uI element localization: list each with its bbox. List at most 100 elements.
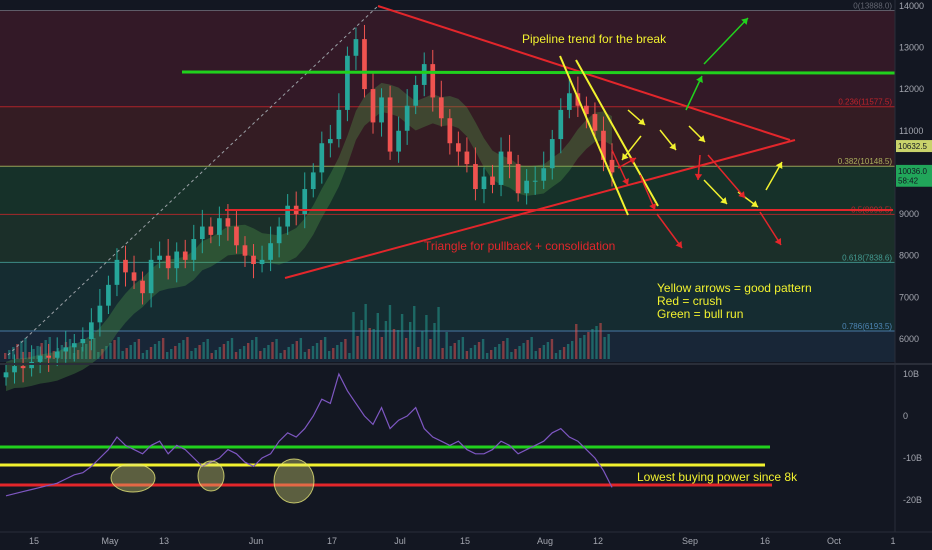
volume-bar bbox=[328, 351, 331, 359]
time-tick-label: 1 bbox=[890, 536, 895, 546]
volume-bar bbox=[526, 340, 529, 359]
volume-bar bbox=[194, 348, 197, 359]
volume-bar bbox=[546, 342, 550, 359]
volume-bar bbox=[206, 339, 209, 359]
obv-tick-label: 0 bbox=[903, 411, 908, 421]
yellow-arrow-head bbox=[751, 200, 758, 207]
volume-bar bbox=[230, 338, 234, 359]
volume-bar bbox=[400, 314, 404, 359]
volume-bar bbox=[583, 335, 586, 359]
candle-body bbox=[131, 272, 137, 281]
volume-bar bbox=[575, 324, 578, 359]
volume-bar bbox=[388, 305, 392, 359]
volume-bar bbox=[198, 345, 201, 359]
obv-highlight-ellipse bbox=[273, 458, 315, 504]
volume-bar bbox=[421, 331, 424, 359]
volume-bar bbox=[93, 338, 96, 359]
fib-level-label: 0.786(6193.5) bbox=[842, 322, 892, 331]
red-arrow bbox=[707, 154, 746, 199]
volume-bar bbox=[502, 341, 505, 359]
time-tick-label: 12 bbox=[593, 536, 603, 546]
price-tick-label: 12000 bbox=[899, 84, 924, 94]
volume-bar bbox=[473, 345, 477, 359]
volume-bar bbox=[101, 349, 104, 359]
volume-bar bbox=[255, 337, 258, 359]
volume-bar bbox=[36, 346, 39, 359]
candle-body bbox=[413, 84, 419, 106]
annotations: Pipeline trend for the break Triangle fo… bbox=[424, 32, 812, 484]
volume-bar bbox=[271, 342, 274, 359]
yellow-arrow-head bbox=[775, 162, 783, 169]
volume-bar bbox=[68, 339, 72, 359]
candle-body bbox=[191, 239, 197, 260]
volume-bar bbox=[481, 339, 485, 359]
green-arrow-head bbox=[696, 76, 703, 83]
candle-body bbox=[165, 255, 171, 269]
candle-body bbox=[268, 243, 273, 260]
volume-bar bbox=[566, 344, 570, 359]
price-badge bbox=[896, 140, 932, 153]
volume-bar bbox=[141, 353, 145, 359]
volume-bar bbox=[12, 347, 15, 359]
volume-bar bbox=[299, 338, 303, 359]
fib-level-label: 0(13888.0) bbox=[853, 1, 892, 10]
volume-bar bbox=[461, 337, 465, 359]
volume-bar bbox=[449, 346, 452, 359]
annotation-triangle: Triangle for pullback + consolidation bbox=[424, 239, 615, 253]
fib-bands bbox=[0, 10, 895, 362]
volume-bar bbox=[554, 353, 558, 359]
volume-bar bbox=[295, 341, 298, 359]
candle-body bbox=[584, 105, 589, 115]
volume-bar bbox=[384, 321, 388, 359]
legend-green: Green = bull run bbox=[657, 307, 743, 321]
candle-body bbox=[20, 366, 26, 369]
price-badge bbox=[896, 164, 932, 177]
red-arrow bbox=[611, 149, 629, 186]
volume-bar bbox=[518, 346, 521, 359]
volume-bar bbox=[562, 347, 566, 359]
green-arrow bbox=[685, 75, 703, 111]
volume-bar bbox=[109, 343, 112, 359]
obv-highlight-ellipse bbox=[197, 460, 225, 492]
volume-bar bbox=[97, 352, 100, 359]
volume-bar bbox=[315, 343, 319, 359]
candle-body bbox=[148, 259, 154, 294]
price-tick-label: 11000 bbox=[899, 126, 923, 136]
candle-body bbox=[208, 226, 214, 235]
red-arrow-head bbox=[629, 157, 636, 165]
yellow-arrow-head bbox=[638, 118, 645, 125]
candle-body bbox=[601, 130, 606, 160]
volume-bar bbox=[348, 353, 351, 359]
ichimoku-cloud bbox=[6, 82, 612, 392]
volume-bar bbox=[174, 346, 177, 359]
volume-bar bbox=[157, 341, 161, 359]
volume-bar bbox=[587, 332, 590, 359]
candle-body bbox=[336, 109, 342, 140]
volume-bar bbox=[591, 329, 594, 359]
candle-body bbox=[421, 64, 427, 85]
resistance-level-line bbox=[181, 70, 896, 75]
volume-bar bbox=[161, 338, 165, 359]
candle-body bbox=[524, 180, 529, 194]
time-tick-label: Aug bbox=[537, 536, 553, 546]
time-tick-label: 17 bbox=[327, 536, 337, 546]
candle-body bbox=[174, 251, 180, 269]
volume-bar bbox=[404, 338, 408, 359]
candle-body bbox=[37, 355, 43, 362]
candle-body bbox=[3, 372, 9, 378]
volume-bar bbox=[485, 353, 489, 359]
fib-level-label: 0.382(10148.5) bbox=[838, 157, 893, 166]
candle-body bbox=[80, 339, 86, 344]
volume-bar bbox=[24, 338, 27, 359]
volume-bar bbox=[48, 337, 51, 359]
obv-indicator: 10B 0 -10B -20B bbox=[0, 369, 922, 505]
volume-bar bbox=[226, 341, 230, 359]
volume-bar bbox=[498, 344, 501, 359]
candle-body bbox=[396, 130, 401, 152]
volume-bar bbox=[323, 337, 327, 359]
volume-bar bbox=[558, 350, 562, 359]
volume-bar bbox=[125, 348, 128, 359]
candle-body bbox=[379, 97, 384, 123]
